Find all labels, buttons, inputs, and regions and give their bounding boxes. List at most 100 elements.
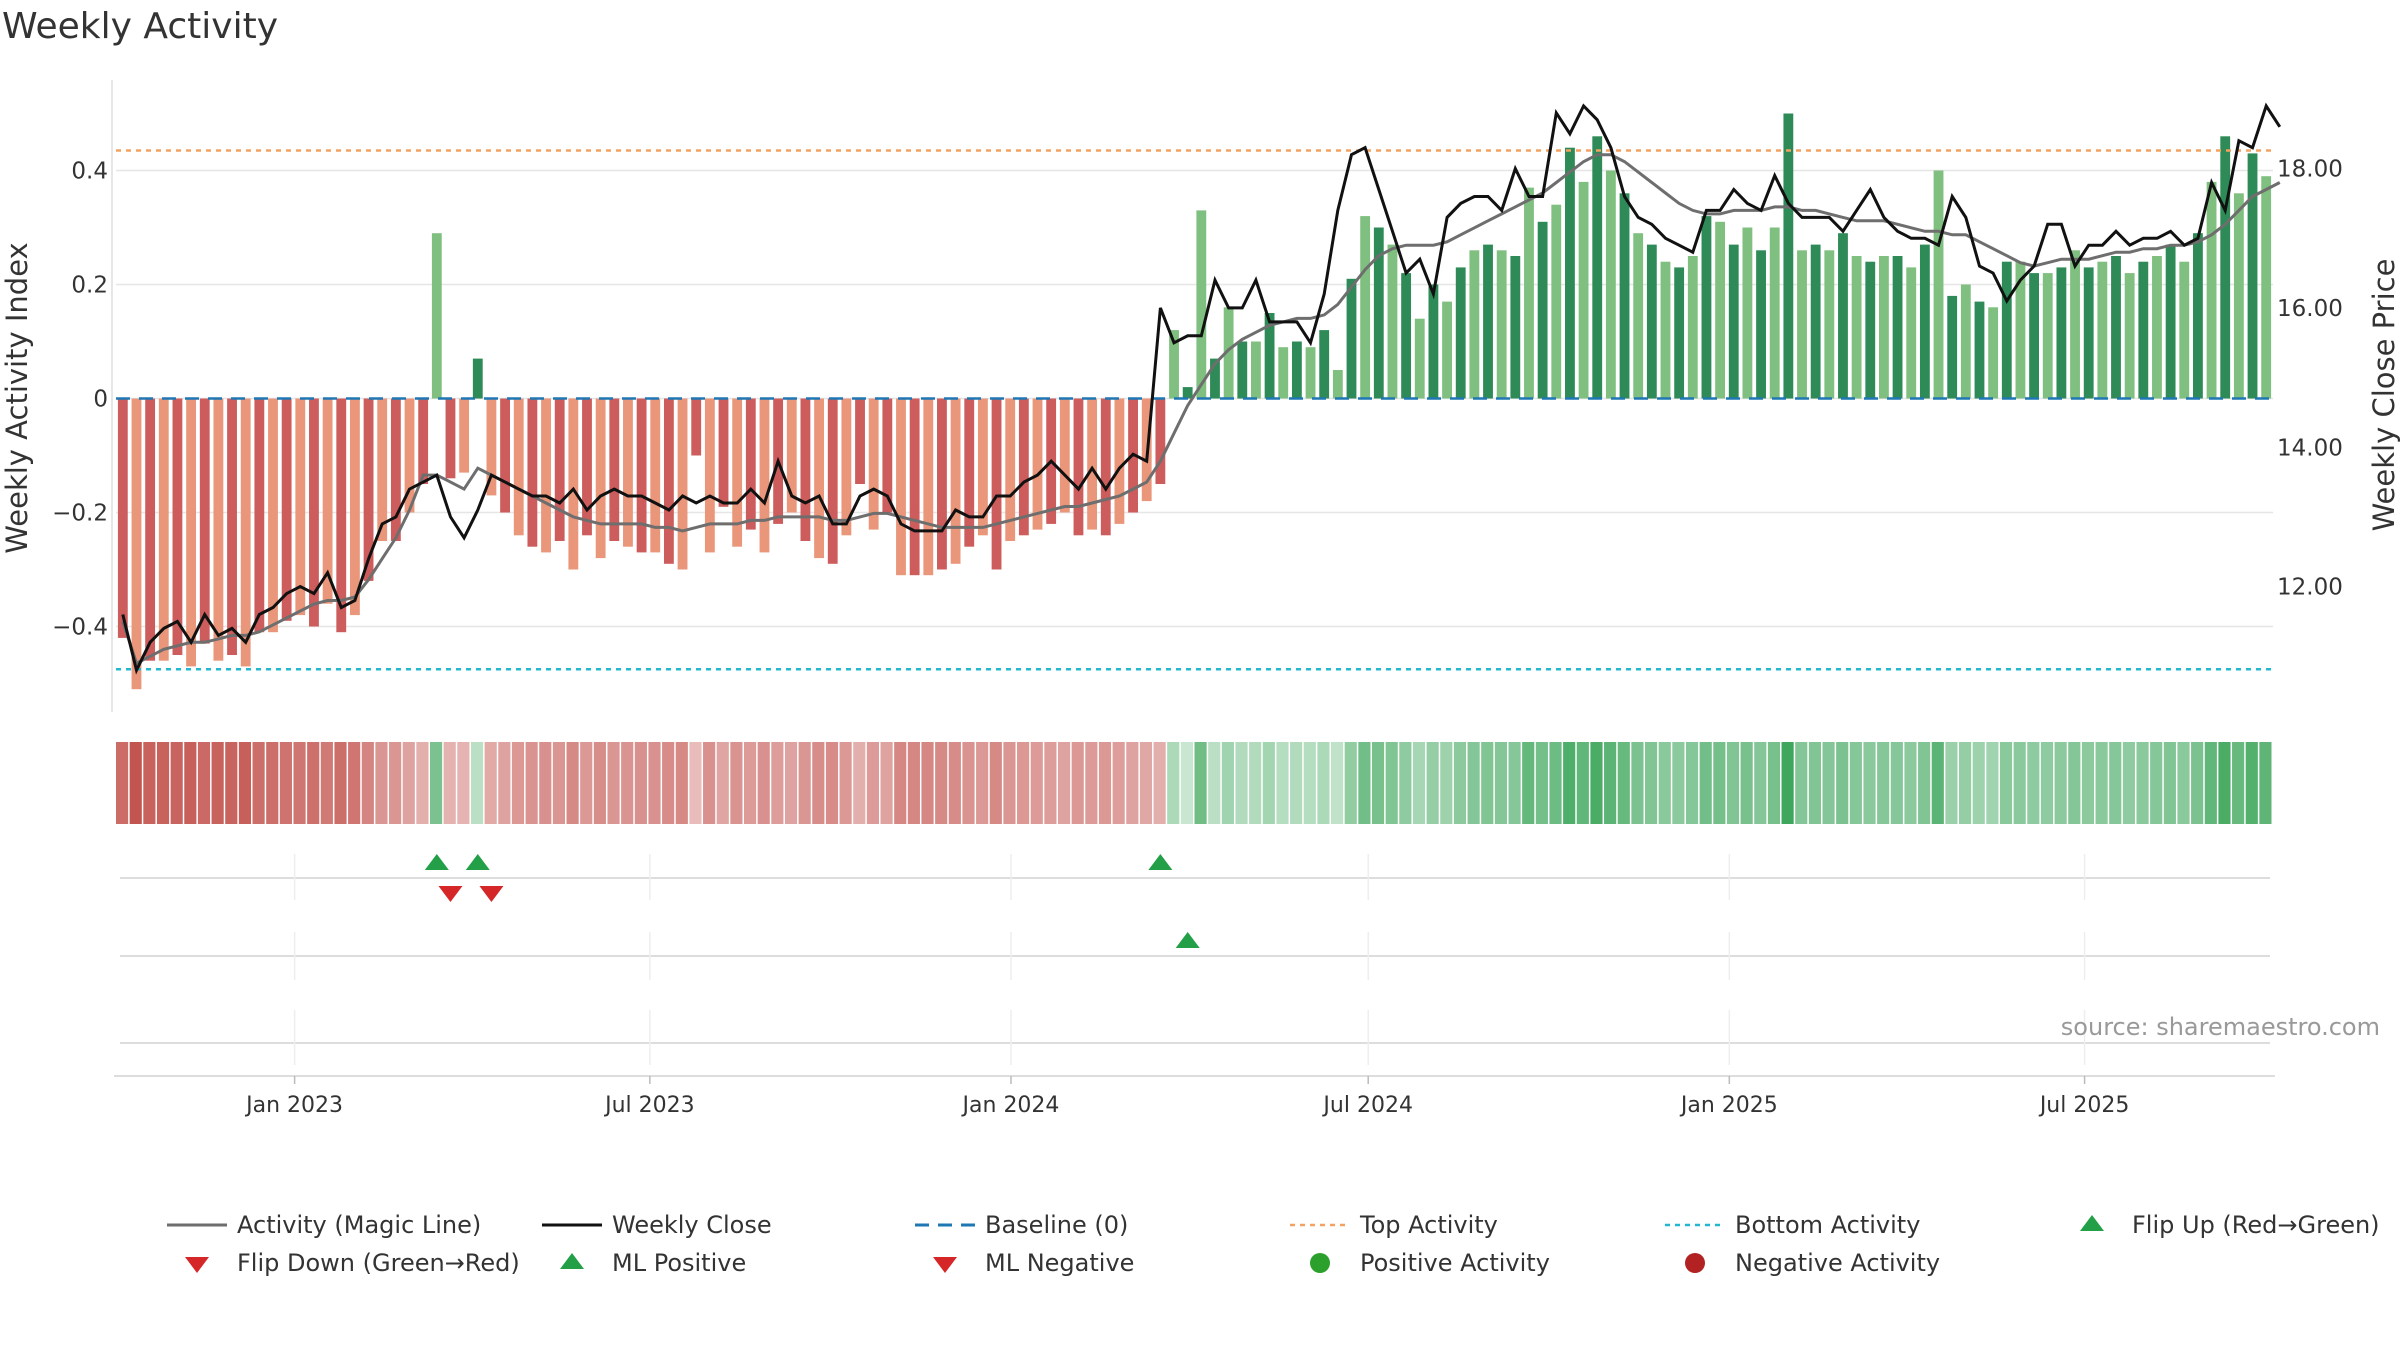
activity-bar [1346, 278, 1357, 399]
legend-item: Baseline (0) [915, 1211, 1128, 1239]
activity-bar [923, 398, 934, 576]
activity-bar [445, 398, 456, 479]
heat-cell [798, 742, 811, 824]
heat-cell [1822, 742, 1835, 824]
activity-bar [227, 398, 237, 655]
heat-cell [1877, 742, 1890, 824]
heat-cell [1945, 742, 1958, 824]
activity-bar [759, 398, 770, 553]
activity-bar [459, 398, 470, 473]
activity-bar [117, 398, 128, 638]
legend-item: Flip Down (Green→Red) [185, 1249, 520, 1277]
activity-bar [568, 398, 579, 570]
heat-cell [1931, 742, 1944, 824]
activity-bar [1196, 210, 1207, 399]
heat-cell [1290, 742, 1303, 824]
heat-cell [839, 742, 852, 824]
activity-bar [868, 398, 879, 530]
legend-item: ML Negative [933, 1249, 1134, 1277]
activity-bar [1223, 307, 1234, 399]
heat-cell [648, 742, 661, 824]
heat-cell [2040, 742, 2054, 824]
activity-bar [1524, 187, 1534, 399]
activity-bar [1428, 284, 1439, 399]
heat-cell [948, 742, 961, 824]
heat-cell [1522, 742, 1535, 824]
activity-bar [377, 398, 388, 541]
heat-cell [1276, 742, 1289, 824]
activity-bar [2124, 273, 2135, 399]
activity-bar [1387, 244, 1398, 399]
heat-cell [116, 742, 129, 824]
heat-cell [812, 742, 825, 824]
activity-bar [418, 398, 429, 484]
heat-cell [2204, 742, 2217, 824]
heat-cell [976, 742, 989, 824]
activity-bar [1182, 387, 1193, 399]
heat-cell [1481, 742, 1494, 824]
legend-item: Negative Activity [1685, 1249, 1940, 1277]
heat-cell [1999, 742, 2013, 824]
legend-swatch-triangle-up [2080, 1215, 2104, 1231]
heat-cell [1358, 742, 1371, 824]
activity-bar [964, 398, 975, 547]
legend-item: Top Activity [1290, 1211, 1498, 1239]
heat-cell [1549, 742, 1562, 824]
activity-bar [1483, 244, 1493, 399]
activity-bar [1742, 227, 1753, 399]
heat-cell [2259, 742, 2272, 824]
activity-bar [2233, 193, 2244, 399]
legend-item: Weekly Close [542, 1211, 772, 1239]
heat-cell [170, 742, 183, 824]
heat-cell [866, 742, 880, 824]
heat-cell [962, 742, 975, 824]
heat-cell [1590, 742, 1603, 824]
heat-cell [743, 742, 757, 824]
y-left-tick: −0.4 [52, 615, 108, 641]
activity-bar [186, 398, 197, 667]
activity-bar [500, 398, 510, 513]
heat-cell [539, 742, 552, 824]
heat-cell [1057, 742, 1071, 824]
heat-cell [143, 742, 156, 824]
heat-cell [511, 742, 525, 824]
heat-cell [252, 742, 265, 824]
activity-bar [254, 398, 265, 633]
activity-bar [2179, 261, 2190, 399]
activity-bar [623, 398, 633, 547]
heat-cell [361, 742, 374, 824]
activity-bar [1073, 398, 1084, 536]
activity-bar [2097, 261, 2108, 399]
heat-cell [1071, 742, 1084, 824]
legend-item: ML Positive [560, 1249, 746, 1277]
heat-cell [1658, 742, 1671, 824]
heat-cell [1112, 742, 1125, 824]
activity-bar [1114, 398, 1125, 524]
heat-cell [757, 742, 770, 824]
heat-cell [825, 742, 839, 824]
activity-bar [1660, 261, 1671, 399]
activity-bar [1332, 370, 1343, 399]
heat-cell [1331, 742, 1344, 824]
activity-bar [1687, 256, 1698, 399]
activity-bar [800, 398, 811, 541]
heat-cell [1699, 742, 1712, 824]
y-left-tick: 0 [93, 387, 108, 413]
heat-cell [2068, 742, 2081, 824]
heat-cell [1085, 742, 1098, 824]
activity-bar [1947, 295, 1958, 399]
heat-cell [1535, 742, 1548, 824]
x-tick-label: Jul 2024 [1321, 1093, 1413, 1118]
flip-down-marker [479, 886, 504, 902]
activity-bar [431, 233, 442, 399]
heat-cell [498, 742, 511, 824]
heat-cell [1235, 742, 1248, 824]
activity-bar [554, 398, 565, 541]
heat-cell [1208, 742, 1221, 824]
activity-bar [1319, 330, 1330, 399]
heat-cell [566, 742, 579, 824]
x-tick-label: Jan 2023 [244, 1093, 343, 1118]
activity-bar [1401, 273, 1412, 399]
heat-cell [2150, 742, 2163, 824]
activity-bar [2042, 273, 2053, 399]
